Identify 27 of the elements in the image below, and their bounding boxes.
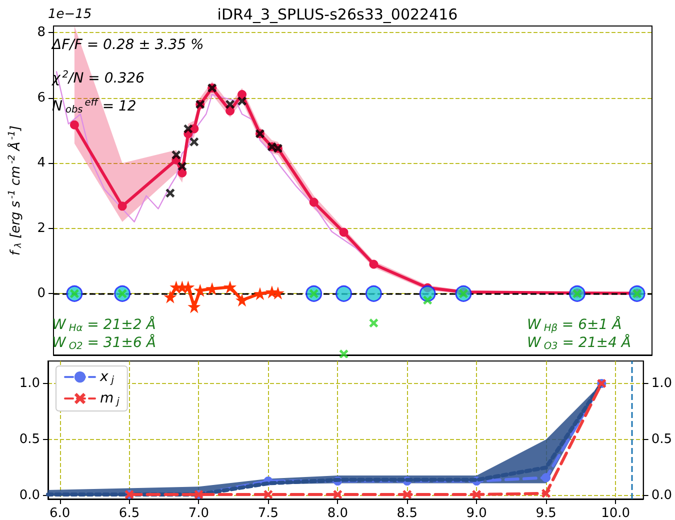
x-tick-label: 8.5 xyxy=(396,506,418,520)
text: fλ [erg s-1 cm-2 Å-1] xyxy=(8,126,24,256)
legend-label: xj xyxy=(99,369,114,386)
x-tick-label: 7.0 xyxy=(188,506,210,520)
x-tick-label: 9.5 xyxy=(536,506,556,520)
chart-title: iDR4_3_SPLUS-s26s33_0022416 xyxy=(217,6,458,24)
x-tick-label: 6.5 xyxy=(118,506,140,520)
annotation: WHβ = 6±1 Å xyxy=(527,316,622,334)
y-tick-label: 6 xyxy=(37,90,46,106)
y-tick-label: 2 xyxy=(37,220,46,236)
legend-label: mj xyxy=(100,390,120,408)
y-tick-label: 1.0 xyxy=(19,376,40,391)
x-tick-label: 9.0 xyxy=(466,506,487,520)
y-tick-label: 0 xyxy=(37,286,46,302)
x-tick-label: 8.0 xyxy=(327,506,348,520)
y-tick-label: 8 xyxy=(37,25,46,40)
text: 1e−15 xyxy=(48,7,92,22)
y2-tick-label: 0.0 xyxy=(651,488,672,504)
x-tick-label: 10.0 xyxy=(601,506,630,520)
annotation: WO3 = 21±4 Å xyxy=(527,334,631,352)
y-tick-label: 0.0 xyxy=(19,488,40,504)
x-tick-label: 6.0 xyxy=(49,506,70,520)
y-tick-label: 4 xyxy=(37,156,46,171)
x-tick-label: 7.5 xyxy=(258,506,279,520)
y2-tick-label: 0.5 xyxy=(651,432,672,448)
y-tick-label: 0.5 xyxy=(19,432,40,448)
y2-tick-label: 1.0 xyxy=(651,376,672,391)
